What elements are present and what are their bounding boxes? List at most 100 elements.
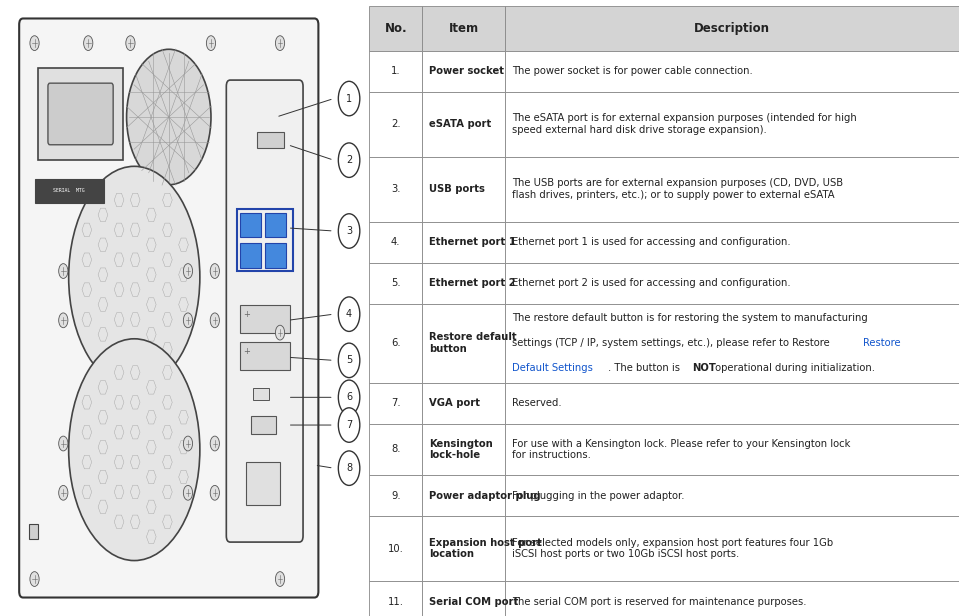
Text: 6: 6 (346, 392, 352, 402)
Bar (240, 305, 290, 333)
Text: 3: 3 (346, 226, 352, 236)
Text: The eSATA port is for external expansion purposes (intended for high
speed exter: The eSATA port is for external expansion… (512, 113, 856, 135)
Bar (237, 209, 292, 271)
Bar (240, 342, 290, 370)
Text: For plugging in the power adaptor.: For plugging in the power adaptor. (512, 490, 685, 501)
Text: 5: 5 (346, 355, 352, 365)
Circle shape (210, 264, 220, 278)
Circle shape (58, 485, 68, 500)
Circle shape (183, 485, 193, 500)
Text: +: + (244, 310, 250, 319)
Text: 8.: 8. (391, 444, 401, 455)
Bar (240, 243, 261, 268)
Text: Serial COM port: Serial COM port (430, 597, 519, 607)
Text: Ethernet port 2 is used for accessing and configuration.: Ethernet port 2 is used for accessing an… (512, 278, 790, 288)
Text: 1: 1 (346, 94, 352, 103)
Bar (29, 524, 38, 539)
Circle shape (275, 36, 285, 51)
Text: 11.: 11. (387, 597, 404, 607)
Text: NOT: NOT (691, 363, 715, 373)
Circle shape (183, 313, 193, 328)
Text: Restore: Restore (863, 338, 903, 348)
Bar (422, 51, 504, 92)
Bar (369, 222, 422, 263)
Bar (369, 424, 422, 475)
Bar (422, 6, 504, 51)
Circle shape (339, 380, 360, 415)
Bar (504, 6, 959, 51)
Text: 6.: 6. (391, 338, 401, 348)
FancyBboxPatch shape (226, 80, 303, 542)
Text: Ethernet port 2: Ethernet port 2 (430, 278, 516, 288)
Text: For selected models only, expansion host port features four 1Gb
iSCSI host ports: For selected models only, expansion host… (512, 538, 833, 559)
Text: eSATA port: eSATA port (430, 120, 492, 129)
Bar (369, 156, 422, 222)
Text: SERIAL  MTG: SERIAL MTG (54, 188, 84, 193)
Bar (369, 304, 422, 383)
Bar (422, 92, 504, 156)
Circle shape (339, 81, 360, 116)
Bar (253, 388, 269, 400)
Bar (422, 304, 504, 383)
Bar (251, 416, 276, 434)
Bar (257, 132, 284, 148)
Text: 5.: 5. (391, 278, 401, 288)
Circle shape (275, 325, 285, 340)
Text: 8: 8 (346, 463, 352, 473)
Circle shape (339, 451, 360, 485)
Text: 4.: 4. (391, 237, 401, 247)
Bar (504, 424, 959, 475)
Bar (504, 304, 959, 383)
Bar (369, 6, 422, 51)
Circle shape (183, 264, 193, 278)
Text: operational during initialization.: operational during initialization. (713, 363, 876, 373)
Text: Expansion host port
location: Expansion host port location (430, 538, 542, 559)
Text: 4: 4 (346, 309, 352, 319)
Bar (422, 222, 504, 263)
Text: 9.: 9. (391, 490, 401, 501)
FancyBboxPatch shape (48, 83, 113, 145)
Circle shape (210, 485, 220, 500)
Text: 2.: 2. (391, 120, 401, 129)
Circle shape (339, 143, 360, 177)
Circle shape (210, 436, 220, 451)
Text: 2: 2 (346, 155, 352, 165)
Text: The restore default button is for restoring the system to manufacturing: The restore default button is for restor… (512, 313, 868, 323)
Bar (504, 383, 959, 424)
Text: For use with a Kensington lock. Please refer to your Kensington lock
for instruc: For use with a Kensington lock. Please r… (512, 439, 851, 460)
Bar (504, 581, 959, 616)
Circle shape (339, 214, 360, 248)
Circle shape (339, 343, 360, 378)
Bar (422, 383, 504, 424)
Bar (369, 516, 422, 581)
Bar (369, 263, 422, 304)
Bar (422, 263, 504, 304)
Circle shape (83, 36, 93, 51)
Circle shape (210, 313, 220, 328)
Text: 1.: 1. (391, 66, 401, 76)
Text: No.: No. (385, 22, 407, 35)
Circle shape (339, 408, 360, 442)
Bar (35, 179, 104, 203)
Bar (422, 424, 504, 475)
Text: . The button is: . The button is (608, 363, 683, 373)
Text: Power adaptor plug: Power adaptor plug (430, 490, 541, 501)
Bar (265, 243, 286, 268)
Bar (422, 475, 504, 516)
Circle shape (127, 49, 211, 185)
Bar (504, 51, 959, 92)
Text: Ethernet port 1 is used for accessing and configuration.: Ethernet port 1 is used for accessing an… (512, 237, 790, 247)
Circle shape (58, 313, 68, 328)
Bar (369, 475, 422, 516)
Text: 10.: 10. (387, 543, 404, 554)
Bar (369, 51, 422, 92)
Text: settings (TCP / IP, system settings, etc.), please refer to Restore: settings (TCP / IP, system settings, etc… (512, 338, 832, 348)
Bar (504, 475, 959, 516)
Text: VGA port: VGA port (430, 398, 480, 408)
Bar (246, 462, 280, 505)
Circle shape (126, 36, 135, 51)
Bar (265, 213, 286, 237)
Text: Restore default
button: Restore default button (430, 333, 517, 354)
Bar (504, 92, 959, 156)
Bar (240, 213, 261, 237)
